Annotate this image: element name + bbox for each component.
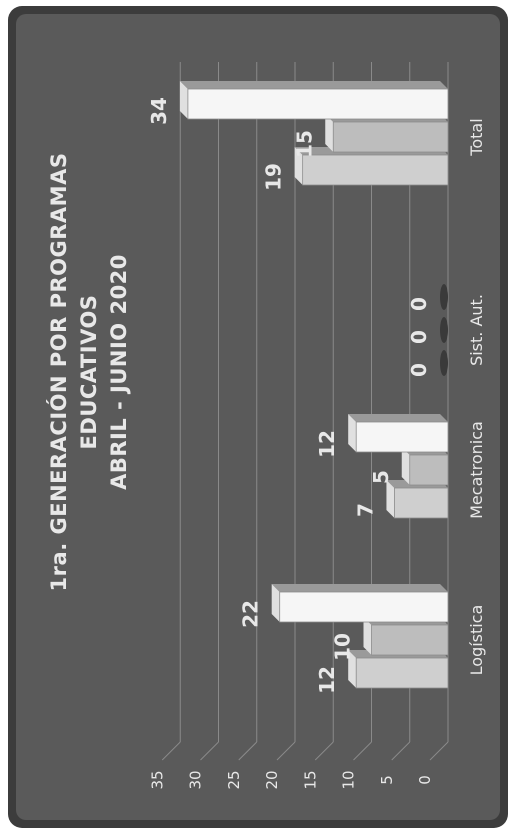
y-tick-label: 20 (263, 770, 281, 789)
bar-1-2 (355, 421, 449, 453)
data-label: 22 (239, 600, 263, 628)
bar-depth-end (271, 584, 280, 622)
gridline-depth-0 (429, 741, 449, 761)
bar-depth-end (294, 147, 303, 185)
bar-depth-end (348, 414, 357, 452)
bar-2-0 (440, 350, 448, 376)
data-label: 7 (353, 503, 377, 517)
data-label: 15 (292, 130, 316, 158)
data-label: 10 (331, 633, 355, 661)
gridline-depth-25 (238, 741, 258, 761)
gridline-depth-30 (200, 741, 219, 761)
bar-1-0 (394, 487, 449, 519)
title-line-3: ABRIL - JUNIO 2020 (107, 254, 131, 490)
bar-depth-end (401, 447, 410, 485)
title-line-1: 1ra. GENERACIÓN POR PROGRAMAS (46, 153, 71, 592)
gridline-depth-5 (391, 741, 411, 761)
bar-depth-top (348, 414, 448, 422)
bar-0-0 (355, 657, 449, 689)
bar-3-1 (332, 121, 449, 153)
y-tick-label: 10 (340, 770, 358, 789)
data-label: 34 (147, 97, 171, 125)
bar-0-1 (371, 624, 449, 656)
bar-depth-end (325, 114, 334, 152)
category-label: Total (467, 118, 486, 156)
bar-depth-end (179, 81, 188, 119)
chart-title: 1ra. GENERACIÓN POR PROGRAMAS EDUCATIVOS A… (46, 153, 131, 592)
bar-0-2 (279, 591, 449, 623)
bar-2-1 (440, 317, 448, 343)
gridline-depth-35 (161, 741, 181, 761)
data-label: 19 (262, 163, 286, 191)
x-axis-categories: Logística Mecatronica Sist. Aut. Total (467, 118, 486, 675)
y-tick-label: 5 (378, 775, 396, 785)
category-label: Mecatronica (467, 421, 486, 519)
category-label: Logística (467, 605, 486, 676)
bar-2-2 (440, 284, 448, 310)
bar-depth-top (179, 81, 448, 89)
bar-3-2 (187, 88, 449, 120)
gridline-depth-15 (314, 741, 334, 761)
y-tick-label: 15 (301, 770, 319, 789)
category-label: Sist. Aut. (467, 294, 486, 366)
bar-depth-top (271, 584, 448, 592)
bar-depth-end (363, 617, 372, 655)
data-label: 12 (315, 430, 339, 458)
gridline-depth-10 (353, 741, 372, 761)
bar-3-0 (302, 154, 449, 186)
y-axis-ticks: 0 5 10 15 20 25 30 35 (148, 770, 434, 789)
gridline-depth-20 (276, 741, 296, 761)
y-tick-label: 35 (148, 770, 166, 789)
y-tick-label: 30 (187, 770, 205, 789)
data-label: 0 (407, 330, 431, 344)
bar-depth-end (348, 650, 357, 688)
y-tick-label: 25 (225, 770, 243, 789)
bars (179, 81, 449, 689)
bar-depth-end (386, 480, 395, 518)
data-label: 0 (407, 297, 431, 311)
data-label: 5 (369, 470, 393, 484)
title-line-2: EDUCATIVOS (77, 295, 101, 450)
bar-1-1 (409, 454, 449, 486)
data-label: 0 (407, 363, 431, 377)
y-tick-label: 0 (416, 775, 434, 785)
data-label: 12 (315, 666, 339, 694)
